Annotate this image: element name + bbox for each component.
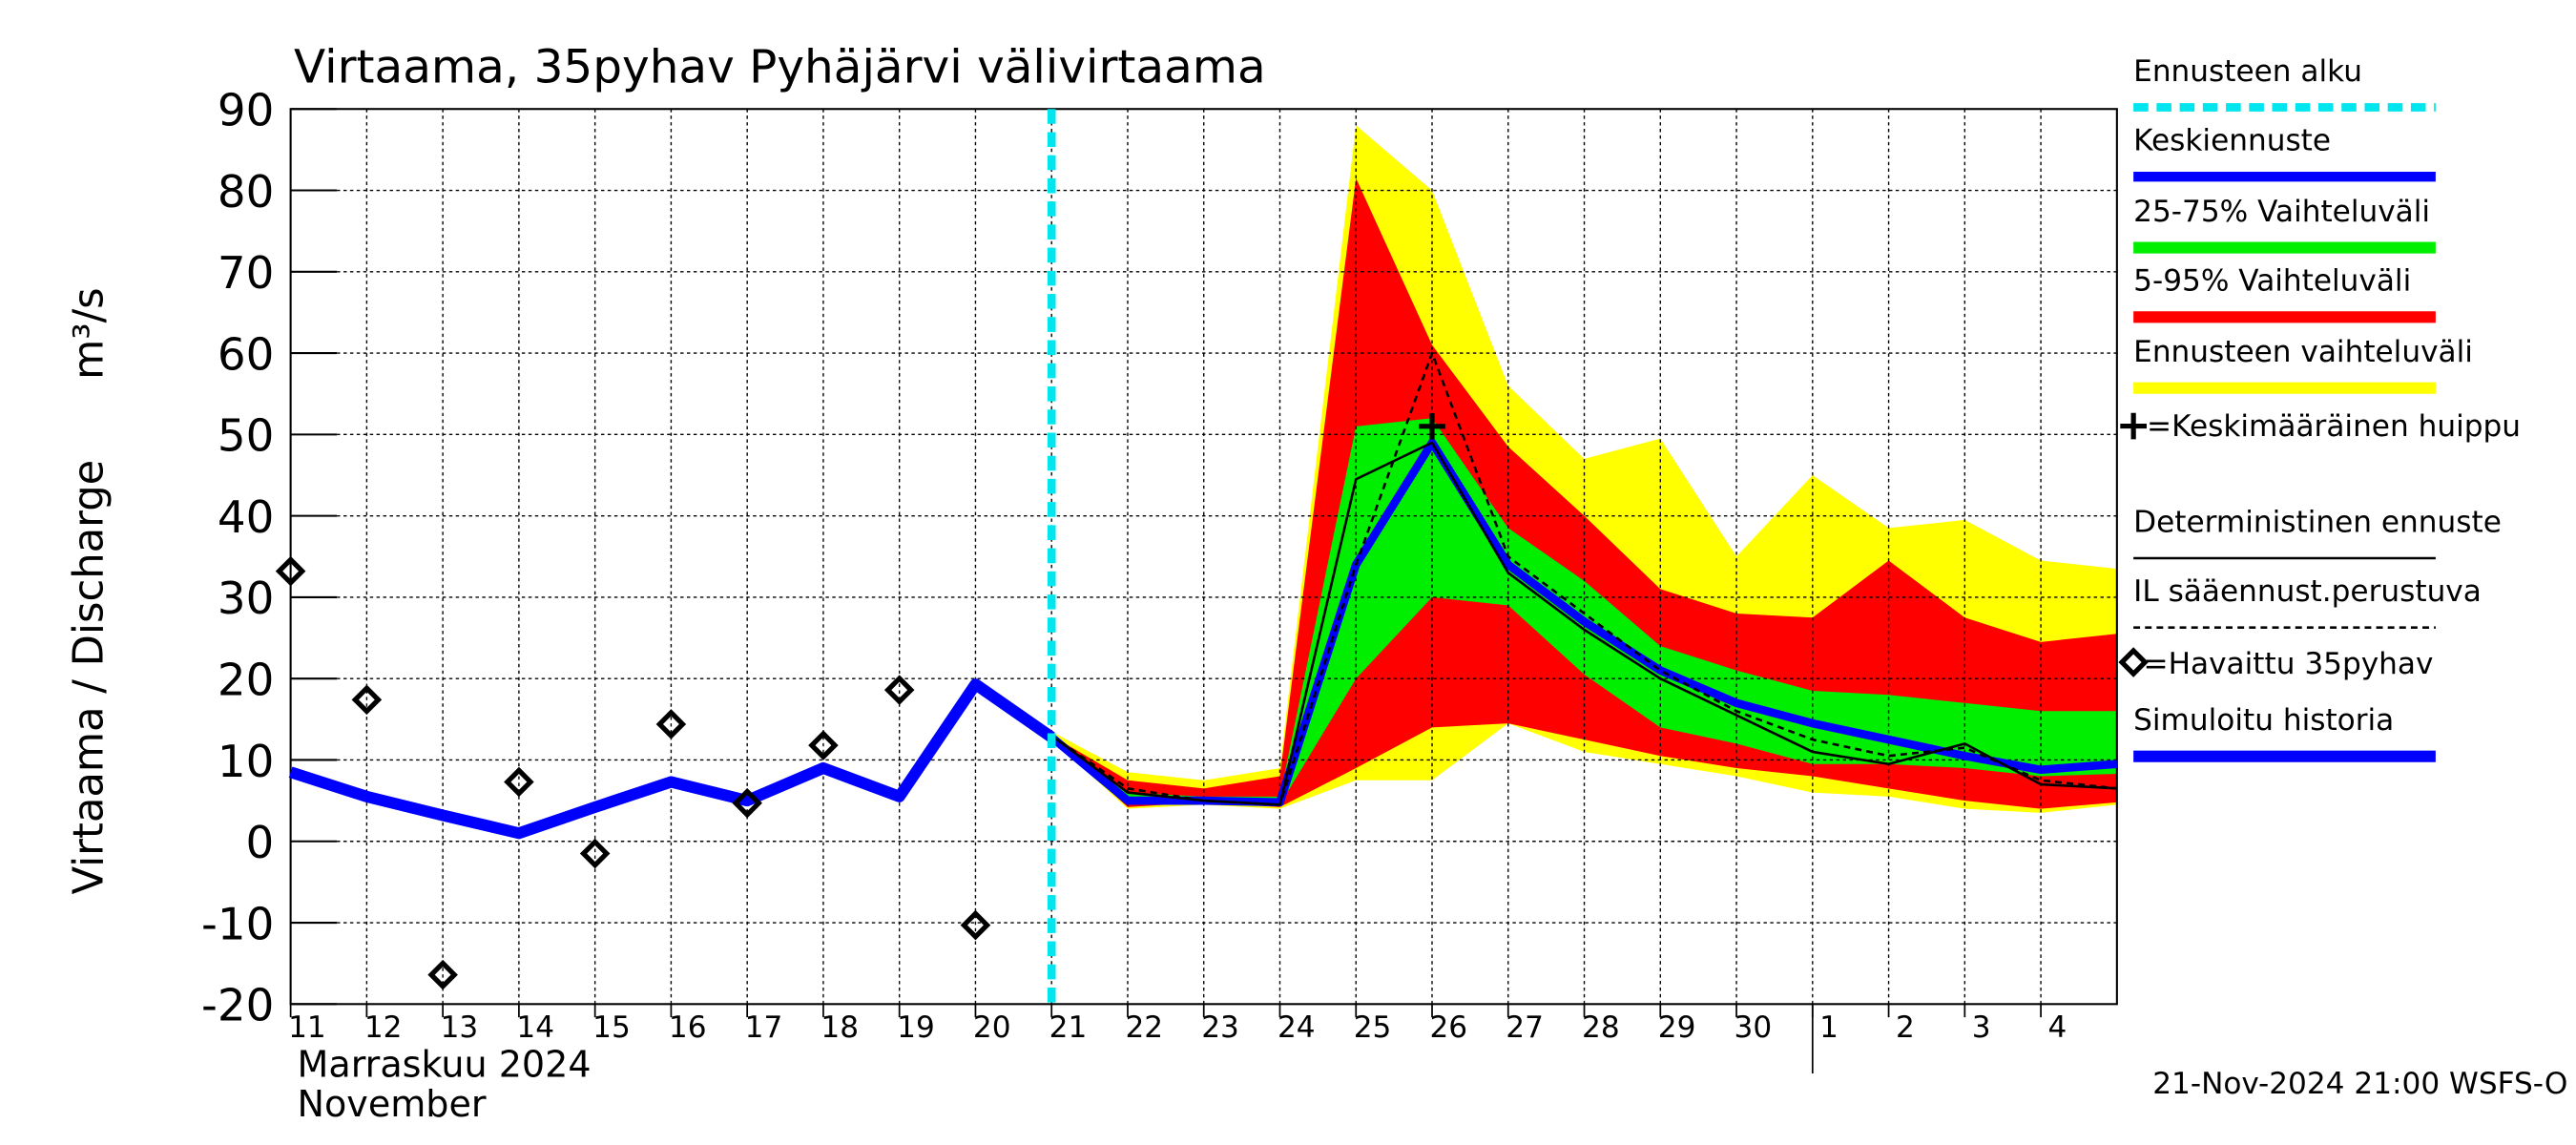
footer: 21-Nov-2024 21:00 WSFS-O	[2152, 1067, 2567, 1101]
chart-title: Virtaama, 35pyhav Pyhäjärvi välivirtaama	[294, 41, 1266, 94]
legend-label: =Havaittu 35pyhav	[2144, 647, 2434, 681]
y-tick-label: 10	[218, 737, 274, 788]
legend-swatch	[2120, 412, 2147, 440]
y-tick-label: 60	[218, 329, 274, 381]
x-tick-label: 20	[973, 1010, 1011, 1045]
y-tick-label: 30	[218, 573, 274, 625]
x-tick-label: 16	[669, 1010, 707, 1045]
series-line	[1050, 351, 2117, 806]
series-line	[288, 678, 1055, 840]
y-axis-unit: m³/s	[65, 287, 113, 380]
x-tick-label: 18	[821, 1010, 859, 1045]
x-tick-label: 11	[288, 1010, 326, 1045]
legend-label: IL sääennust.perustuva	[2133, 574, 2482, 609]
peak-marker	[1419, 412, 1445, 440]
x-tick-label: 30	[1735, 1010, 1773, 1045]
y-tick-label: 80	[218, 167, 274, 219]
x-tick-label: 21	[1049, 1010, 1088, 1045]
y-tick-label: 70	[218, 248, 274, 300]
x-tick-label: 24	[1278, 1010, 1316, 1045]
legend-swatch	[2118, 647, 2149, 677]
y-tick-label: 0	[246, 818, 275, 869]
observation	[351, 684, 383, 716]
y-tick-label: 90	[218, 86, 274, 137]
y-tick-label: -20	[201, 981, 274, 1032]
legend-label: =Keskimääräinen huippu	[2147, 409, 2521, 444]
observation	[808, 730, 839, 760]
observation	[275, 555, 306, 587]
y-tick-label: 50	[218, 411, 274, 463]
x-tick-label: 26	[1429, 1010, 1467, 1045]
x-tick-label: 13	[441, 1010, 479, 1045]
legend-label: Simuloitu historia	[2133, 703, 2394, 738]
observation	[504, 766, 534, 798]
legend-label: 5-95% Vaihteluväli	[2133, 264, 2411, 299]
x-tick-label: 12	[364, 1010, 403, 1045]
x-tick-label: 15	[592, 1010, 631, 1045]
x-tick-label: 1	[1819, 1010, 1839, 1045]
x-tick-label: 25	[1354, 1010, 1392, 1045]
legend-label: Ennusteen vaihteluväli	[2133, 335, 2473, 369]
month-label-en: November	[298, 1083, 487, 1125]
x-tick-label: 3	[1972, 1010, 1991, 1045]
observation	[732, 787, 762, 819]
observation	[655, 709, 687, 739]
y-tick-label: 20	[218, 655, 274, 706]
legend-label: Ennusteen alku	[2133, 54, 2362, 89]
y-tick-label: -10	[201, 899, 274, 950]
month-label: Marraskuu 2024	[298, 1043, 592, 1085]
legend-label: Deterministinen ennuste	[2133, 505, 2502, 539]
legend-label: 25-75% Vaihteluväli	[2133, 195, 2430, 229]
observation	[579, 838, 611, 869]
x-tick-label: 19	[897, 1010, 935, 1045]
x-tick-label: 29	[1658, 1010, 1696, 1045]
observation	[883, 675, 915, 705]
x-tick-label: 28	[1582, 1010, 1620, 1045]
x-tick-label: 22	[1125, 1010, 1163, 1045]
observation	[960, 909, 991, 941]
x-tick-label: 17	[745, 1010, 783, 1045]
legend-label: Keskiennuste	[2133, 124, 2331, 158]
x-tick-label: 4	[2047, 1010, 2067, 1045]
x-tick-label: 27	[1506, 1010, 1544, 1045]
x-tick-label: 14	[516, 1010, 554, 1045]
x-tick-label: 2	[1896, 1010, 1915, 1045]
observation	[427, 959, 458, 990]
y-axis-label: Virtaama / Discharge	[65, 460, 113, 895]
y-tick-label: 40	[218, 492, 274, 544]
x-tick-label: 23	[1201, 1010, 1239, 1045]
